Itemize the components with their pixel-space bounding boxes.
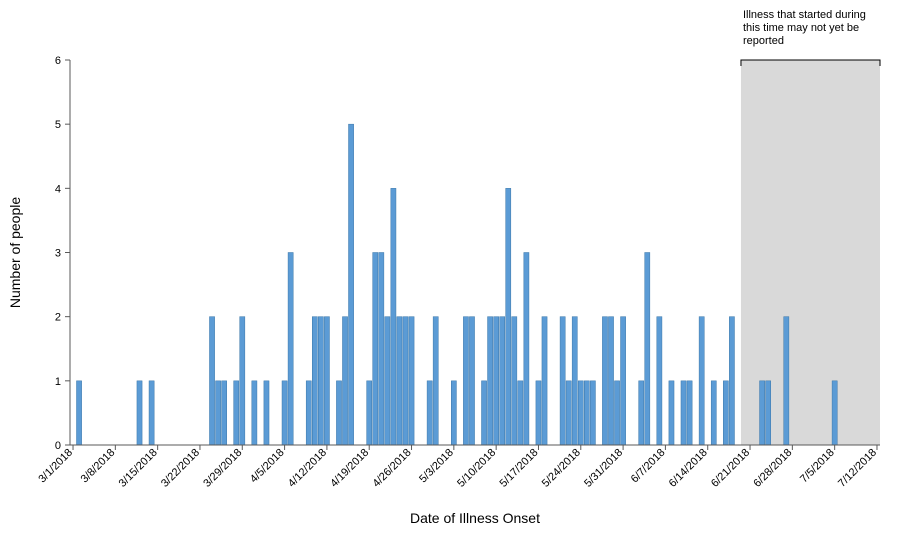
bar — [318, 317, 323, 445]
bar — [222, 381, 227, 445]
bar — [433, 317, 438, 445]
bar — [711, 381, 716, 445]
bar — [608, 317, 613, 445]
bar — [403, 317, 408, 445]
bar — [234, 381, 239, 445]
bar — [282, 381, 287, 445]
bar — [324, 317, 329, 445]
bar — [687, 381, 692, 445]
bar — [639, 381, 644, 445]
bar — [306, 381, 311, 445]
bar — [729, 317, 734, 445]
bar — [723, 381, 728, 445]
bar — [409, 317, 414, 445]
bar — [681, 381, 686, 445]
bar — [832, 381, 837, 445]
bar — [367, 381, 372, 445]
bar — [209, 317, 214, 445]
bar — [542, 317, 547, 445]
bar — [397, 317, 402, 445]
bar — [216, 381, 221, 445]
bar — [312, 317, 317, 445]
epidemic-curve-chart: 01234563/1/20183/8/20183/15/20183/22/201… — [0, 0, 906, 535]
bar — [385, 317, 390, 445]
bar — [252, 381, 257, 445]
bar — [524, 253, 529, 446]
bar — [137, 381, 142, 445]
bar — [76, 381, 81, 445]
y-tick-label: 2 — [55, 312, 61, 324]
bar — [621, 317, 626, 445]
bar — [481, 381, 486, 445]
y-tick-label: 5 — [55, 119, 61, 131]
bar — [645, 253, 650, 446]
annotation-line: reported — [743, 35, 784, 47]
bar — [506, 188, 511, 445]
bar — [602, 317, 607, 445]
bar — [518, 381, 523, 445]
bar — [760, 381, 765, 445]
annotation-line: Illness that started during — [743, 9, 866, 21]
y-tick-label: 3 — [55, 248, 61, 260]
bar — [494, 317, 499, 445]
bar — [451, 381, 456, 445]
y-tick-label: 4 — [55, 183, 61, 195]
bar — [699, 317, 704, 445]
bar — [342, 317, 347, 445]
bar — [264, 381, 269, 445]
bar — [463, 317, 468, 445]
bar — [572, 317, 577, 445]
bar — [536, 381, 541, 445]
annotation-line: this time may not yet be — [743, 22, 859, 34]
bar — [566, 381, 571, 445]
bar — [657, 317, 662, 445]
x-axis-title: Date of Illness Onset — [410, 510, 540, 526]
bar — [669, 381, 674, 445]
bar — [784, 317, 789, 445]
bar — [336, 381, 341, 445]
y-tick-label: 0 — [55, 440, 61, 452]
bar — [149, 381, 154, 445]
bar — [427, 381, 432, 445]
bar — [578, 381, 583, 445]
bar — [766, 381, 771, 445]
y-tick-label: 1 — [55, 376, 61, 388]
bar — [391, 188, 396, 445]
bar — [560, 317, 565, 445]
bar — [379, 253, 384, 446]
bar — [488, 317, 493, 445]
bar — [349, 124, 354, 445]
bar — [512, 317, 517, 445]
bar — [288, 253, 293, 446]
bar — [584, 381, 589, 445]
y-axis-title: Number of people — [7, 197, 23, 309]
bar — [373, 253, 378, 446]
bar — [469, 317, 474, 445]
bar — [614, 381, 619, 445]
bar — [590, 381, 595, 445]
bar — [240, 317, 245, 445]
bar — [500, 317, 505, 445]
y-tick-label: 6 — [55, 55, 61, 67]
